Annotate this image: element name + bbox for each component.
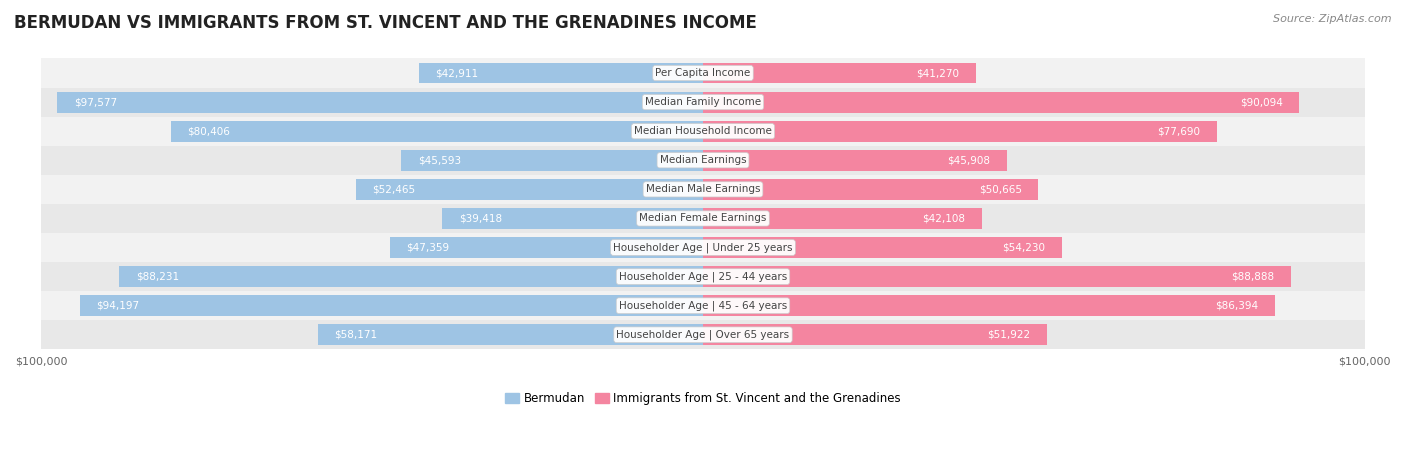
Bar: [703, 179, 1038, 200]
Text: $50,665: $50,665: [979, 184, 1022, 194]
Bar: [703, 295, 1275, 316]
Bar: [172, 121, 703, 142]
Bar: [41, 291, 1365, 320]
Bar: [80, 295, 703, 316]
Text: $47,359: $47,359: [406, 242, 450, 253]
Text: $54,230: $54,230: [1002, 242, 1045, 253]
Bar: [41, 58, 1365, 88]
Text: $39,418: $39,418: [458, 213, 502, 223]
Bar: [703, 324, 1046, 345]
Bar: [441, 208, 703, 229]
Text: $77,690: $77,690: [1157, 126, 1201, 136]
Text: $51,922: $51,922: [987, 330, 1031, 340]
Text: $58,171: $58,171: [335, 330, 378, 340]
Bar: [41, 88, 1365, 117]
Text: Householder Age | 25 - 44 years: Householder Age | 25 - 44 years: [619, 271, 787, 282]
Text: Median Male Earnings: Median Male Earnings: [645, 184, 761, 194]
Text: $97,577: $97,577: [75, 97, 117, 107]
Text: Source: ZipAtlas.com: Source: ZipAtlas.com: [1274, 14, 1392, 24]
Text: Householder Age | Under 25 years: Householder Age | Under 25 years: [613, 242, 793, 253]
Bar: [703, 121, 1218, 142]
Bar: [41, 204, 1365, 233]
Bar: [120, 266, 703, 287]
Text: Median Family Income: Median Family Income: [645, 97, 761, 107]
Bar: [703, 150, 1007, 171]
Text: $52,465: $52,465: [373, 184, 416, 194]
Bar: [41, 233, 1365, 262]
Bar: [703, 266, 1291, 287]
Text: Householder Age | Over 65 years: Householder Age | Over 65 years: [616, 330, 790, 340]
Bar: [356, 179, 703, 200]
Text: $45,593: $45,593: [418, 155, 461, 165]
Bar: [389, 237, 703, 258]
Text: $90,094: $90,094: [1240, 97, 1282, 107]
Text: $88,231: $88,231: [135, 272, 179, 282]
Text: $94,197: $94,197: [96, 301, 139, 311]
Bar: [401, 150, 703, 171]
Bar: [41, 175, 1365, 204]
Bar: [318, 324, 703, 345]
Bar: [41, 146, 1365, 175]
Bar: [41, 262, 1365, 291]
Text: Householder Age | 45 - 64 years: Householder Age | 45 - 64 years: [619, 300, 787, 311]
Text: $45,908: $45,908: [948, 155, 990, 165]
Legend: Bermudan, Immigrants from St. Vincent and the Grenadines: Bermudan, Immigrants from St. Vincent an…: [501, 387, 905, 410]
Bar: [703, 92, 1299, 113]
Text: Per Capita Income: Per Capita Income: [655, 68, 751, 78]
Text: $88,888: $88,888: [1232, 272, 1275, 282]
Text: $42,911: $42,911: [436, 68, 478, 78]
Bar: [41, 320, 1365, 349]
Bar: [703, 208, 981, 229]
Text: $86,394: $86,394: [1215, 301, 1258, 311]
Bar: [419, 63, 703, 84]
Text: Median Earnings: Median Earnings: [659, 155, 747, 165]
Bar: [703, 63, 976, 84]
Text: $41,270: $41,270: [917, 68, 959, 78]
Text: Median Female Earnings: Median Female Earnings: [640, 213, 766, 223]
Bar: [703, 237, 1062, 258]
Text: Median Household Income: Median Household Income: [634, 126, 772, 136]
Text: BERMUDAN VS IMMIGRANTS FROM ST. VINCENT AND THE GRENADINES INCOME: BERMUDAN VS IMMIGRANTS FROM ST. VINCENT …: [14, 14, 756, 32]
Text: $42,108: $42,108: [922, 213, 965, 223]
Bar: [58, 92, 703, 113]
Text: $80,406: $80,406: [187, 126, 231, 136]
Bar: [41, 117, 1365, 146]
